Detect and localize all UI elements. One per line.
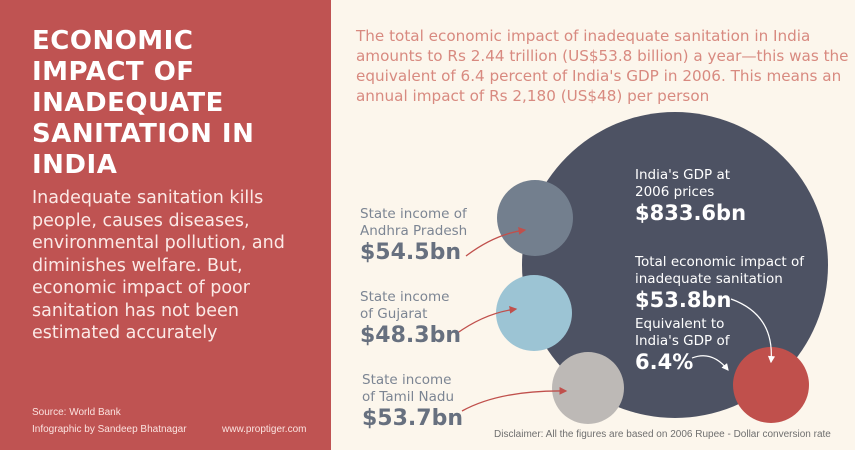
credit-text: Infographic by Sandeep Bhatnagar	[32, 424, 187, 435]
impact-value: $53.8bn	[635, 288, 732, 312]
arrow-gujarat	[455, 305, 518, 335]
tamil-value: $53.7bn	[362, 406, 463, 431]
state-tamil: State income of Tamil Nadu $53.7bn	[362, 372, 463, 432]
gujarat-circle	[496, 275, 572, 351]
page-title: ECONOMIC IMPACT OF INADEQUATE SANITATION…	[32, 26, 255, 180]
share-block: Equivalent to India's GDP of 6.4%	[635, 316, 745, 375]
tamil-label: State income of Tamil Nadu	[362, 372, 455, 405]
lead-text: The total economic impact of inadequate …	[356, 27, 849, 105]
arrow-andhra	[465, 226, 527, 257]
gdp-block: India's GDP at 2006 prices $833.6bn	[635, 167, 747, 226]
intro-text: Inadequate sanitation kills people, caus…	[32, 188, 285, 343]
state-andhra: State income of Andhra Pradesh $54.5bn	[360, 206, 490, 266]
disclaimer: Disclaimer: All the figures are based on…	[494, 429, 831, 440]
gdp-value: $833.6bn	[635, 201, 747, 225]
gujarat-value: $48.3bn	[360, 323, 461, 348]
arrow-impact	[730, 298, 776, 364]
gujarat-label: State income of Gujarat	[360, 289, 450, 322]
source-text: Source: World Bank	[32, 407, 121, 418]
andhra-value: $54.5bn	[360, 240, 461, 265]
state-gujarat: State income of Gujarat $48.3bn	[360, 289, 461, 349]
gdp-circle	[522, 112, 828, 418]
tamil-circle	[552, 352, 624, 424]
arrow-tamil	[461, 387, 568, 412]
left-panel: ECONOMIC IMPACT OF INADEQUATE SANITATION…	[0, 0, 331, 450]
arrow-share	[691, 355, 729, 371]
share-label: Equivalent to India's GDP of	[635, 316, 730, 349]
andhra-circle	[497, 180, 573, 256]
impact-circle	[733, 347, 809, 423]
impact-label: Total economic impact of inadequate sani…	[635, 254, 805, 287]
gdp-label: India's GDP at 2006 prices	[635, 167, 731, 200]
share-value: 6.4%	[635, 350, 694, 374]
website-link[interactable]: www.proptiger.com	[222, 424, 307, 435]
andhra-label: State income of Andhra Pradesh	[360, 206, 468, 239]
impact-block: Total economic impact of inadequate sani…	[635, 254, 805, 313]
